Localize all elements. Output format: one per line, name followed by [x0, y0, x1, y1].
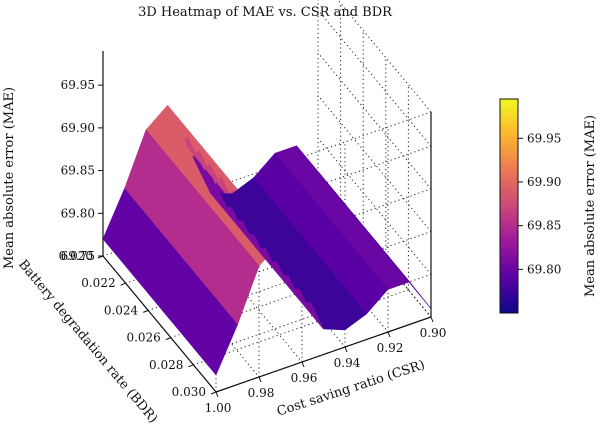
z-axis-title: Mean absolute error (MAE)	[2, 87, 17, 269]
x-tick-mark	[430, 316, 434, 323]
x-tick-mark	[215, 391, 219, 398]
y-tick-label: 0.024	[104, 303, 139, 317]
y-tick-mark	[188, 364, 194, 368]
y-axis-line	[102, 255, 217, 393]
y-tick-mark	[97, 255, 104, 259]
x-tick-mark	[301, 361, 305, 368]
x-tick-label: 0.90	[420, 326, 447, 340]
colorbar-tick-label: 69.80	[527, 262, 561, 276]
colorbar-ticks: 69.80 69.85 69.90 69.95	[518, 131, 561, 276]
colorbar-title: Mean absolute error (MAE)	[583, 115, 598, 297]
colorbar-tick-label: 69.85	[527, 219, 561, 233]
y-tick-mark	[210, 391, 217, 395]
z-tick-label: 69.95	[61, 78, 95, 92]
x-tick-label: 0.98	[248, 386, 275, 400]
x-tick-label: 0.94	[334, 356, 361, 370]
y-tick-label: 0.030	[172, 385, 206, 399]
y-tick-mark	[143, 309, 149, 313]
z-grid-line	[317, 137, 432, 275]
z-grid-line	[317, 52, 432, 190]
axis-layer: 69.75 69.80 69.85 69.90 69.95 0.020 0.022 0.024…	[59, 51, 447, 415]
x-tick-mark	[344, 346, 348, 353]
x-axis-line	[215, 316, 432, 393]
x-tick-mark	[387, 331, 391, 338]
y-tick-label: 0.028	[149, 358, 183, 372]
z-tick-label: 69.75	[61, 249, 95, 263]
surface-layer	[102, 104, 432, 376]
y-tick-mark	[165, 337, 171, 341]
x-tick-label: 0.96	[291, 371, 318, 385]
y-tick-label: 0.022	[81, 276, 115, 290]
z-grid-line	[215, 111, 432, 188]
x-tick-label: 1.00	[205, 401, 232, 415]
y-tick-mark	[120, 282, 126, 286]
z-grid-line	[317, 9, 432, 147]
y-tick-label: 0.026	[126, 331, 160, 345]
z-tick-label: 69.80	[61, 206, 95, 220]
x-tick-label: 0.92	[377, 341, 404, 355]
z-grid-line	[337, 0, 432, 113]
surface-patch	[102, 188, 137, 254]
colorbar: 69.80 69.85 69.90 69.95 Mean absolute error…	[499, 98, 598, 314]
colorbar-tick-label: 69.95	[527, 131, 561, 145]
z-tick-label: 69.85	[61, 164, 95, 178]
chart-title: 3D Heatmap of MAE vs. CSR and BDR	[138, 5, 393, 20]
z-grid-line	[317, 95, 432, 232]
x-tick-mark	[258, 376, 262, 383]
y-tick-label: 0.020	[59, 249, 93, 263]
z-tick-label: 69.90	[61, 121, 95, 135]
colorbar-tick-label: 69.90	[527, 175, 561, 189]
colorbar-gradient	[499, 98, 519, 314]
